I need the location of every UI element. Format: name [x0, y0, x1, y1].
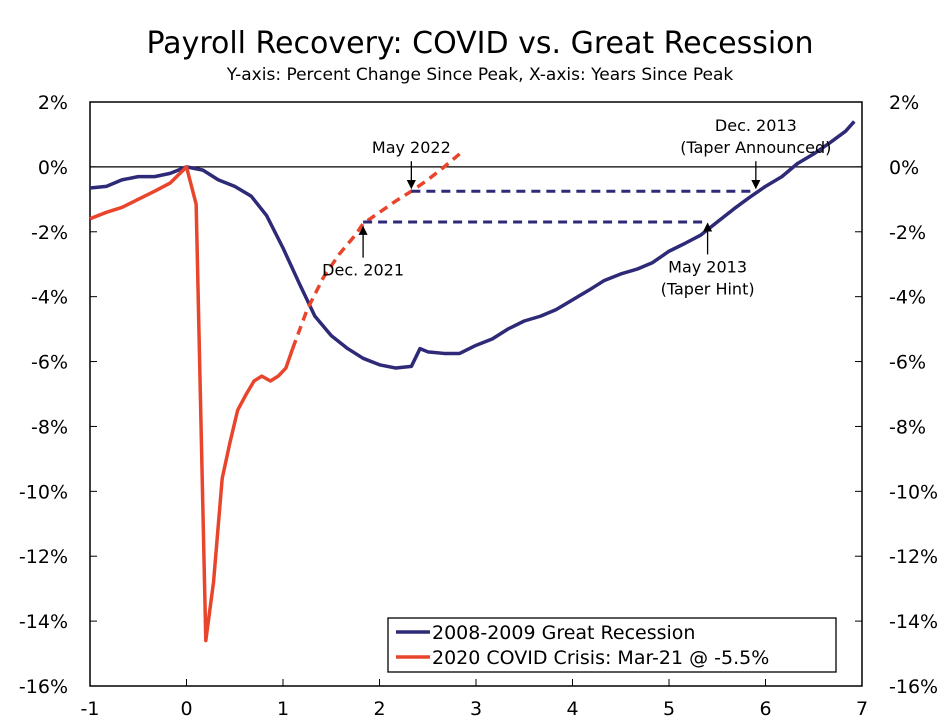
chart-title: Payroll Recovery: COVID vs. Great Recess…	[146, 26, 813, 61]
annotation-text: (Taper Hint)	[661, 279, 755, 298]
y2-tick-label: -6%	[889, 352, 926, 374]
y-tick-label: 0%	[38, 157, 68, 179]
x-tick-label: 5	[663, 698, 675, 720]
y-tick-label: -12%	[19, 546, 68, 568]
y2-tick-label: -2%	[889, 222, 926, 244]
annotation-text: (Taper Announced)	[680, 138, 831, 157]
projection-line	[291, 152, 461, 350]
y2-tick-label: -16%	[889, 676, 938, 698]
y2-tick-label: -12%	[889, 546, 938, 568]
y-tick-label: -16%	[19, 676, 68, 698]
y2-tick-label: -14%	[889, 611, 938, 633]
x-tick-label: 1	[277, 698, 289, 720]
series-line	[89, 165, 295, 643]
y2-tick-label: -4%	[889, 287, 926, 309]
y2-tick-label: -8%	[889, 416, 926, 438]
y2-tick-label: -10%	[889, 481, 938, 503]
legend-label: 2020 COVID Crisis: Mar-21 @ -5.5%	[432, 647, 769, 669]
y-tick-label: -4%	[31, 287, 68, 309]
x-tick-label: 7	[856, 698, 868, 720]
x-tick-label: 6	[759, 698, 771, 720]
y-tick-label: -6%	[31, 352, 68, 374]
annotation-text: Dec. 2013	[715, 116, 797, 135]
y-tick-label: -2%	[31, 222, 68, 244]
y-tick-label: -8%	[31, 416, 68, 438]
annotation-text: May 2022	[372, 138, 451, 157]
series-line	[89, 120, 856, 370]
annotation-text: May 2013	[668, 257, 747, 276]
y-tick-label: -14%	[19, 611, 68, 633]
annotation-text: Dec. 2021	[322, 261, 404, 280]
x-tick-label: -1	[81, 698, 100, 720]
y2-tick-label: 0%	[889, 157, 919, 179]
y-tick-label: -10%	[19, 481, 68, 503]
x-tick-label: 4	[566, 698, 578, 720]
y-tick-label: 2%	[38, 92, 68, 114]
legend-box	[387, 617, 837, 673]
legend-label: 2008-2009 Great Recession	[432, 622, 695, 644]
x-tick-label: 2	[373, 698, 385, 720]
y2-tick-label: 2%	[889, 92, 919, 114]
chart-subtitle: Y-axis: Percent Change Since Peak, X-axi…	[226, 65, 734, 85]
x-tick-label: 3	[470, 698, 482, 720]
x-tick-label: 0	[180, 698, 192, 720]
